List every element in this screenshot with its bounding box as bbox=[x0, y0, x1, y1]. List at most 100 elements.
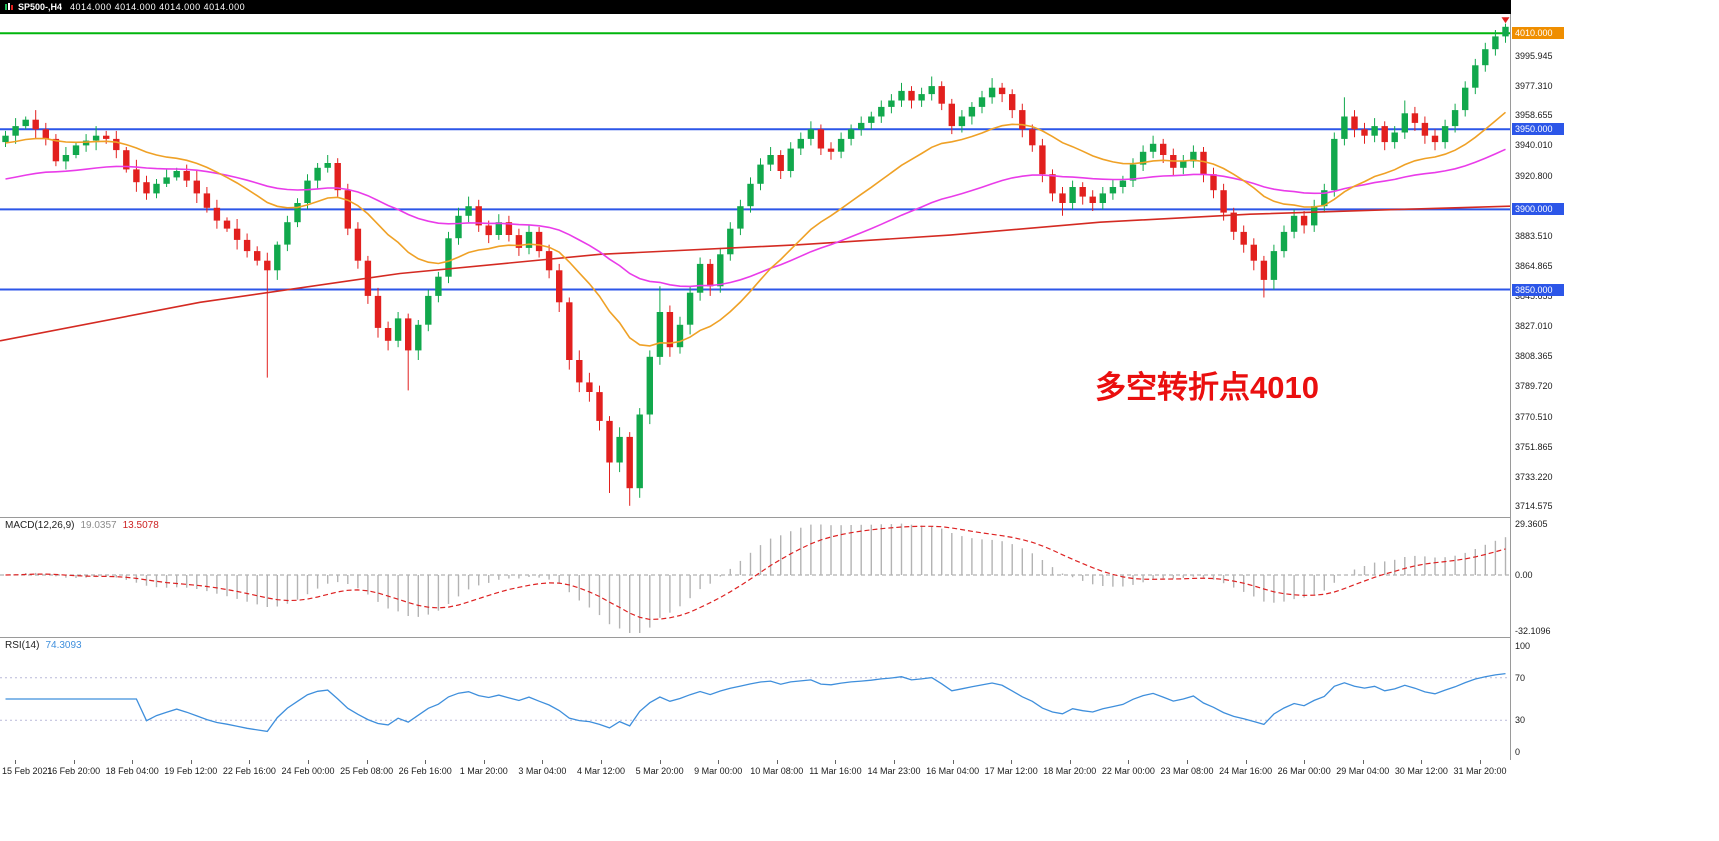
time-axis-label: 17 Mar 12:00 bbox=[984, 766, 1038, 776]
price-axis-label: 3864.865 bbox=[1515, 260, 1553, 271]
price-axis-label: 3733.220 bbox=[1515, 471, 1553, 482]
time-tick bbox=[132, 760, 134, 764]
time-tick bbox=[1187, 760, 1188, 764]
time-axis-label: 23 Mar 08:00 bbox=[1160, 766, 1214, 776]
time-axis-label: 19 Feb 12:00 bbox=[164, 766, 218, 776]
price-level-label: 3900.000 bbox=[1512, 203, 1564, 216]
price-axis-label: 3940.010 bbox=[1515, 140, 1553, 151]
macd-main-value: 19.0357 bbox=[80, 520, 117, 531]
rsi-axis-label: 30 bbox=[1515, 715, 1526, 726]
time-axis-label: 16 Mar 04:00 bbox=[926, 766, 980, 776]
macd-axis-label: -32.1096 bbox=[1515, 625, 1551, 636]
time-tick bbox=[1304, 760, 1306, 764]
time-tick bbox=[483, 760, 485, 764]
time-axis-label: 9 Mar 00:00 bbox=[694, 766, 743, 776]
time-tick bbox=[425, 760, 427, 764]
price-axis-label: 3845.655 bbox=[1515, 291, 1553, 302]
time-axis-label: 31 Mar 20:00 bbox=[1453, 766, 1507, 776]
time-tick bbox=[366, 760, 368, 764]
price-level-label: 3950.000 bbox=[1512, 123, 1564, 136]
macd-indicator-label: MACD(12,26,9) 19.0357 13.5078 bbox=[5, 520, 159, 531]
time-axis-label: 11 Mar 16:00 bbox=[809, 766, 862, 776]
time-tick bbox=[190, 760, 192, 764]
time-tick bbox=[894, 760, 895, 764]
time-axis-label: 4 Mar 12:00 bbox=[576, 766, 626, 776]
time-tick bbox=[542, 760, 544, 764]
time-tick bbox=[1011, 760, 1013, 764]
time-axis-label: 10 Mar 08:00 bbox=[750, 766, 804, 776]
time-axis-label: 22 Feb 16:00 bbox=[222, 766, 276, 776]
ohlc-values: 4014.000 4014.000 4014.000 4014.000 bbox=[70, 2, 246, 12]
time-axis-label: 24 Feb 00:00 bbox=[281, 766, 335, 776]
time-axis-label: 1 Mar 20:00 bbox=[459, 766, 508, 776]
price-axis-label: 3770.510 bbox=[1515, 411, 1553, 422]
time-axis-label: 16 Feb 20:00 bbox=[47, 766, 101, 776]
axis-separator bbox=[1510, 14, 1511, 760]
macd-panel-canvas[interactable] bbox=[0, 518, 1510, 636]
rsi-axis-label: 100 bbox=[1515, 641, 1531, 651]
time-axis-label: 22 Mar 00:00 bbox=[1101, 766, 1155, 776]
time-axis-label: 26 Feb 16:00 bbox=[398, 766, 452, 776]
symbol-timeframe-label: SP500-,H4 bbox=[18, 2, 63, 12]
price-axis-label: 3789.720 bbox=[1515, 381, 1553, 392]
time-axis-label: 18 Mar 20:00 bbox=[1043, 766, 1097, 776]
time-axis-label: 14 Mar 23:00 bbox=[867, 766, 921, 776]
time-tick bbox=[1128, 760, 1130, 764]
macd-signal-value: 13.5078 bbox=[122, 520, 159, 531]
rsi-value: 74.3093 bbox=[45, 640, 82, 651]
time-axis-label: 3 Mar 04:00 bbox=[518, 766, 567, 776]
price-axis-label: 3977.310 bbox=[1515, 80, 1553, 91]
macd-axis-label: 29.3605 bbox=[1515, 518, 1548, 529]
panel-separator bbox=[0, 517, 1719, 518]
time-tick bbox=[73, 760, 75, 764]
time-tick bbox=[1421, 760, 1423, 764]
price-axis-label: 3751.865 bbox=[1515, 441, 1553, 452]
price-axis-label: 3958.655 bbox=[1515, 110, 1553, 121]
time-axis-label: 15 Feb 2021 bbox=[2, 766, 53, 776]
price-axis-label: 3995.945 bbox=[1515, 50, 1553, 61]
time-tick bbox=[718, 760, 720, 764]
price-axis-label: 3883.510 bbox=[1515, 230, 1553, 241]
time-tick bbox=[601, 760, 602, 764]
rsi-name: RSI(14) bbox=[5, 640, 40, 651]
annotation-text[interactable]: 多空转折点4010 bbox=[1095, 370, 1319, 405]
price-axis[interactable]: 3995.945 3977.310 3958.655 3940.010 3920.800… bbox=[1511, 0, 1719, 841]
time-tick bbox=[835, 760, 837, 764]
rsi-axis-label: 70 bbox=[1515, 672, 1526, 683]
price-axis-label: 3827.010 bbox=[1515, 321, 1553, 332]
rsi-axis-label: 0 bbox=[1515, 747, 1521, 757]
time-tick bbox=[249, 760, 251, 764]
time-tick bbox=[776, 760, 778, 764]
price-level-label: 4010.000 bbox=[1512, 27, 1564, 40]
macd-axis-label: 0.00 bbox=[1515, 570, 1533, 580]
time-tick bbox=[1245, 760, 1247, 764]
candlestick-chart-icon bbox=[5, 2, 13, 10]
price-axis-label: 3808.365 bbox=[1515, 351, 1553, 362]
time-tick bbox=[1069, 760, 1071, 764]
time-tick bbox=[659, 760, 661, 764]
time-axis-label: 30 Mar 12:00 bbox=[1394, 766, 1448, 776]
time-tick bbox=[952, 760, 954, 764]
time-axis-label: 29 Mar 04:00 bbox=[1336, 766, 1390, 776]
price-axis-label: 3920.800 bbox=[1515, 171, 1553, 182]
time-axis-label: 5 Mar 20:00 bbox=[635, 766, 684, 776]
time-axis-label: 18 Feb 04:00 bbox=[105, 766, 159, 776]
panel-separator bbox=[0, 637, 1719, 638]
time-tick bbox=[308, 760, 309, 764]
price-chart-canvas[interactable] bbox=[0, 14, 1510, 517]
price-axis-label: 3714.575 bbox=[1515, 501, 1553, 512]
time-axis[interactable]: 15 Feb 2021 16 Feb 20:00 18 Feb 04:00 19 Fe… bbox=[0, 760, 1719, 841]
macd-name: MACD(12,26,9) bbox=[5, 520, 75, 531]
chart-title-bar: SP500-,H4 4014.000 4014.000 4014.000 4014… bbox=[0, 0, 1719, 14]
time-tick bbox=[1480, 760, 1481, 764]
time-tick bbox=[15, 760, 16, 764]
rsi-panel-canvas[interactable] bbox=[0, 638, 1510, 759]
time-axis-label: 25 Feb 08:00 bbox=[340, 766, 394, 776]
rsi-indicator-label: RSI(14) 74.3093 bbox=[5, 640, 82, 651]
last-candle-marker bbox=[1501, 17, 1510, 24]
price-level-label: 3850.000 bbox=[1512, 283, 1564, 296]
time-axis-label: 26 Mar 00:00 bbox=[1277, 766, 1331, 776]
time-axis-label: 24 Mar 16:00 bbox=[1219, 766, 1273, 776]
time-tick bbox=[1362, 760, 1364, 764]
